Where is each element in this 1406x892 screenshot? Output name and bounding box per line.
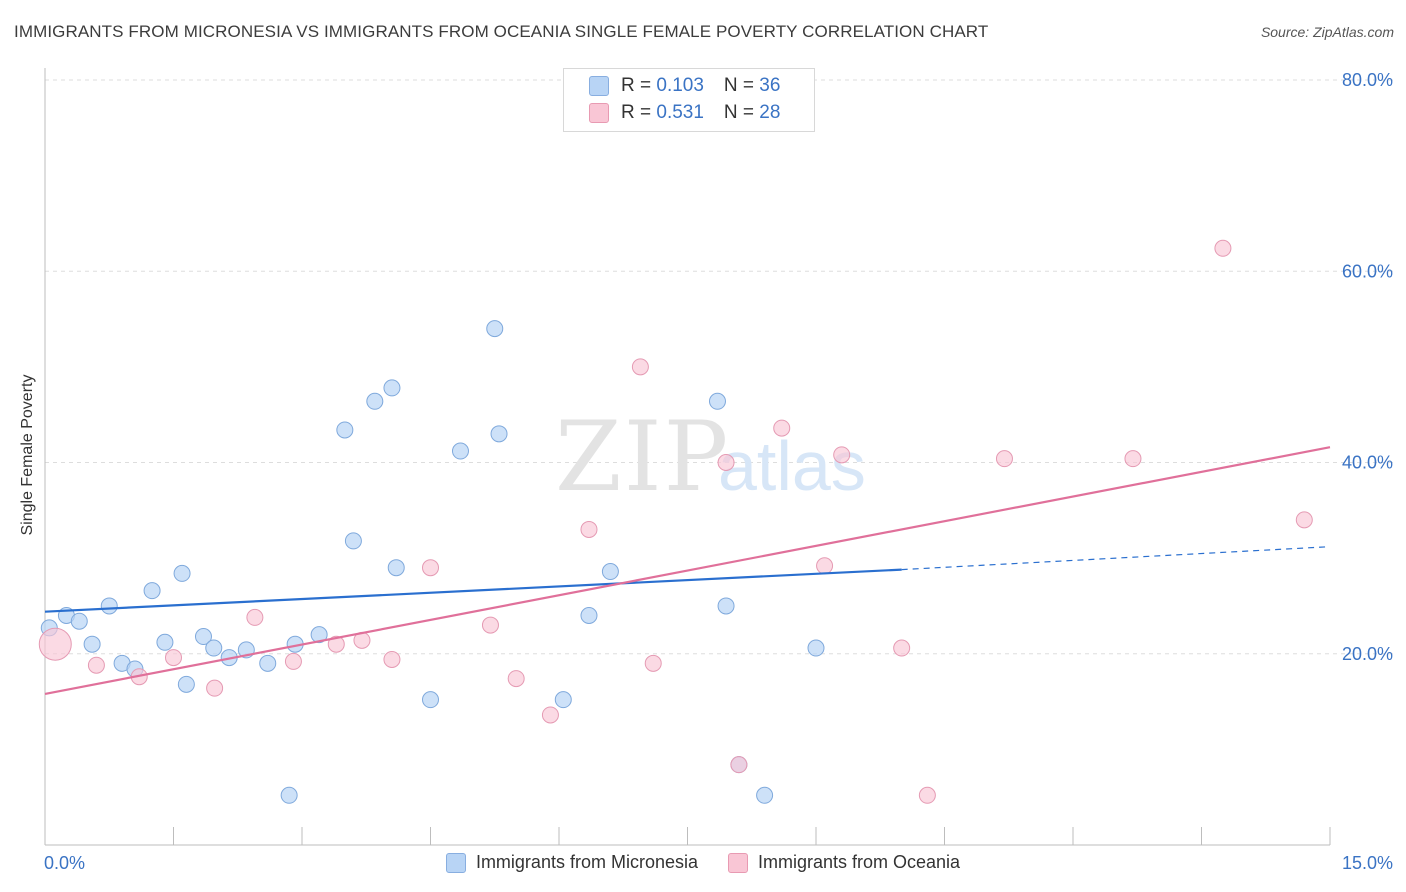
- data-point-oceania: [422, 559, 439, 577]
- y-tick-label: 60.0%: [1342, 261, 1393, 281]
- data-point-oceania: [1124, 450, 1142, 468]
- data-point-micronesia: [601, 563, 619, 581]
- data-point-oceania: [38, 627, 72, 661]
- data-point-oceania: [580, 520, 598, 538]
- trend-lines: [44, 446, 1331, 695]
- data-point-oceania: [87, 656, 105, 674]
- data-point-oceania: [165, 649, 182, 667]
- data-point-micronesia: [422, 691, 439, 709]
- legend-label-micronesia: Immigrants from Micronesia: [475, 852, 698, 872]
- data-point-oceania: [1295, 511, 1313, 529]
- data-point-oceania: [284, 652, 302, 670]
- legend-swatch-oceania: [589, 103, 609, 123]
- source-label: Source: ZipAtlas.com: [1260, 24, 1394, 40]
- data-point-micronesia: [490, 425, 508, 443]
- data-points: [38, 239, 1313, 804]
- data-point-oceania: [995, 450, 1013, 468]
- data-point-micronesia: [486, 320, 504, 338]
- data-point-oceania: [507, 670, 525, 688]
- data-point-micronesia: [451, 442, 469, 460]
- data-point-micronesia: [336, 421, 354, 439]
- data-point-micronesia: [708, 392, 726, 410]
- data-point-micronesia: [100, 597, 118, 615]
- data-point-micronesia: [156, 633, 174, 651]
- grid-lines: [45, 79, 1395, 655]
- data-point-micronesia: [807, 639, 825, 657]
- data-point-micronesia: [173, 564, 191, 582]
- data-point-oceania: [206, 679, 224, 697]
- data-point-oceania: [773, 419, 791, 437]
- correlation-legend: R = 0.103 N = 36 R = 0.531 N = 28: [563, 68, 815, 132]
- data-point-oceania: [893, 639, 911, 657]
- trend-line-oceania: [44, 446, 1331, 695]
- data-point-micronesia: [177, 675, 195, 693]
- y-tick-label: 40.0%: [1342, 453, 1393, 473]
- legend-swatch-micronesia: [589, 76, 609, 96]
- y-tick-label: 20.0%: [1342, 644, 1393, 664]
- data-point-oceania: [541, 706, 559, 724]
- data-point-oceania: [717, 454, 735, 471]
- x-tick-label: 0.0%: [44, 853, 85, 873]
- tick-labels: 20.0% 40.0% 60.0% 80.0% 0.0% 15.0%: [44, 70, 1393, 873]
- data-point-micronesia: [310, 626, 328, 644]
- data-point-oceania: [631, 358, 649, 376]
- legend-swatch-micronesia: [445, 852, 466, 873]
- r-label: R =: [621, 102, 657, 123]
- watermark-zip: ZIP: [555, 401, 730, 513]
- x-tick-label: 15.0%: [1342, 853, 1393, 873]
- data-point-oceania: [816, 557, 834, 575]
- data-point-oceania: [383, 650, 401, 668]
- legend-row-oceania: R = 0.531 N = 28: [589, 102, 780, 124]
- data-point-micronesia: [83, 635, 101, 653]
- data-point-micronesia: [70, 612, 88, 630]
- data-point-micronesia: [366, 392, 384, 410]
- legend-label-oceania: Immigrants from Oceania: [757, 852, 961, 872]
- data-point-micronesia: [205, 639, 223, 657]
- axes: [44, 68, 1331, 846]
- trend-line-micronesia: [44, 568, 902, 613]
- data-point-micronesia: [259, 654, 277, 672]
- data-point-oceania: [644, 654, 662, 672]
- legend-item-micronesia[interactable]: Immigrants from Micronesia: [445, 852, 698, 873]
- trend-line-micronesia-extension: [901, 546, 1331, 571]
- data-point-micronesia: [143, 582, 161, 600]
- data-point-micronesia: [387, 559, 405, 577]
- data-point-micronesia: [554, 691, 572, 709]
- y-tick-label: 80.0%: [1342, 70, 1393, 90]
- series-legend: Immigrants from Micronesia Immigrants fr…: [0, 852, 1406, 873]
- data-point-micronesia: [280, 786, 298, 804]
- legend-item-oceania[interactable]: Immigrants from Oceania: [727, 852, 961, 873]
- data-point-micronesia: [194, 628, 212, 646]
- r-value-micronesia: 0.103: [656, 75, 704, 96]
- n-value-micronesia: 36: [759, 75, 781, 96]
- data-point-oceania: [481, 616, 499, 634]
- legend-row-micronesia: R = 0.103 N = 36: [589, 75, 780, 97]
- data-point-oceania: [918, 786, 936, 804]
- data-point-micronesia: [756, 786, 774, 804]
- data-point-oceania: [730, 756, 748, 774]
- n-value-oceania: 28: [759, 102, 781, 123]
- data-point-micronesia: [580, 607, 598, 624]
- data-point-oceania: [1214, 239, 1232, 257]
- chart-title: IMMIGRANTS FROM MICRONESIA VS IMMIGRANTS…: [14, 22, 989, 41]
- data-point-micronesia: [383, 379, 401, 397]
- watermark-atlas: atlas: [718, 427, 866, 505]
- n-label: N =: [723, 102, 760, 123]
- watermark: ZIP atlas: [555, 401, 866, 513]
- r-value-oceania: 0.531: [656, 102, 704, 123]
- legend-swatch-oceania: [727, 852, 748, 873]
- data-point-micronesia: [344, 532, 362, 550]
- r-label: R =: [621, 75, 657, 96]
- data-point-oceania: [246, 608, 264, 626]
- n-label: N =: [723, 75, 760, 96]
- data-point-oceania: [327, 635, 345, 653]
- data-point-oceania: [833, 446, 851, 464]
- data-point-micronesia: [717, 597, 735, 615]
